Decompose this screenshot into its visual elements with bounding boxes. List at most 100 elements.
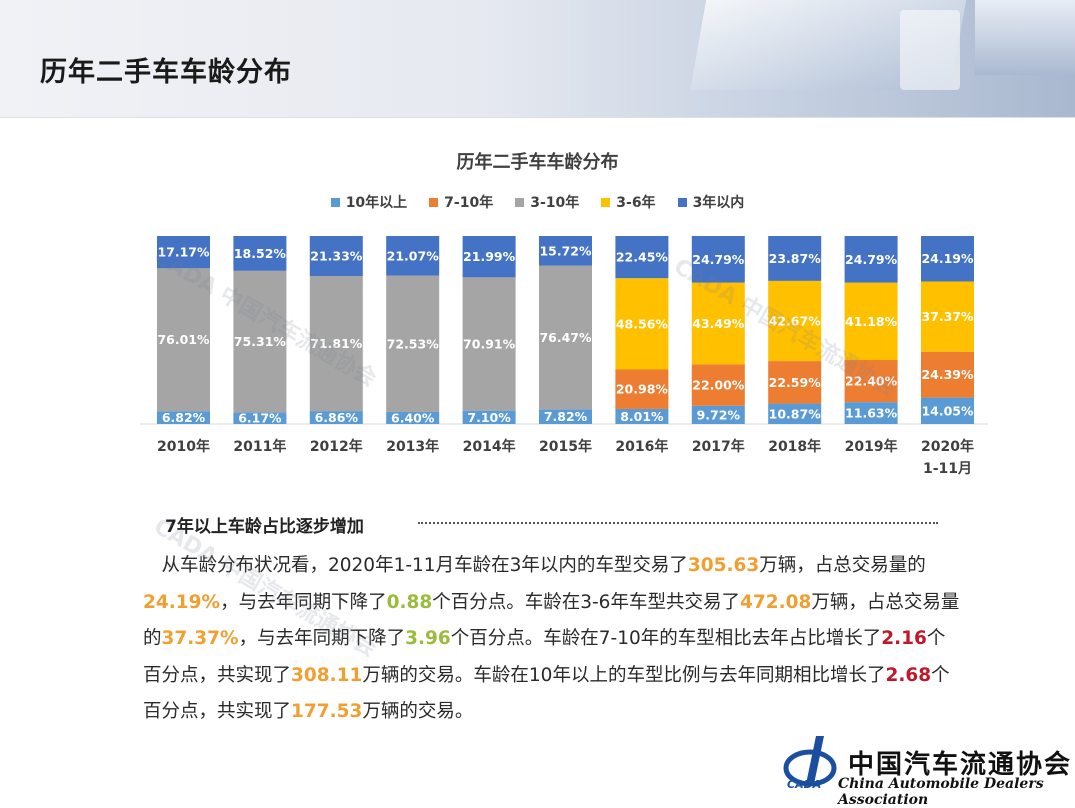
data-label: 6.82% [162,410,206,425]
data-label: 75.31% [234,334,287,349]
bar-segment [691,405,745,424]
bar-segment [309,276,363,412]
data-label: 43.49% [692,316,745,331]
paragraph-text: 个百分点，共实现了 [143,664,950,723]
bar-segment [157,236,210,269]
bar-segment [615,278,669,370]
paragraph-text: 万辆，占总交易量的 [759,555,926,576]
section-heading: 7年以上车龄占比逐步增加 [165,517,364,537]
bar-segment [386,411,440,424]
bar-segment [539,236,592,266]
page-title: 历年二手车车龄分布 [40,57,292,88]
bar-segment [157,268,210,412]
data-label: 10.87% [769,406,822,421]
bar-segment [462,410,516,424]
bar-segment [233,412,287,424]
bar-segment [921,397,974,424]
bar-segment [386,275,440,412]
data-label: 6.40% [391,410,435,425]
highlight-value: 177.53 [291,701,363,722]
logo-name-cn: 中国汽车流通协会 [848,750,1073,780]
data-label: 21.33% [310,249,363,264]
logo-abbreviation: CADA [787,778,822,791]
legend-label: 3-10年 [530,195,580,211]
x-tick-label: 1-11月 [923,461,972,477]
data-label: 22.00% [692,378,745,393]
paragraph-text: 万辆，占总交易量的 [143,591,960,650]
data-label: 24.79% [692,252,745,267]
cada-emblem-icon [783,736,837,787]
x-tick-label: 2018年 [768,438,821,455]
x-tick-label: 2020年 [921,438,974,455]
legend-swatch [677,197,687,207]
bar-segment [768,361,822,404]
bar-segment [768,280,822,362]
highlight-value: 0.88 [386,591,433,613]
data-label: 48.56% [616,316,669,331]
data-label: 22.45% [616,250,669,265]
paragraph-text: 个百分点。车龄在3-6年车型共交易了 [432,591,740,613]
highlight-value: 3.96 [405,628,451,649]
data-label: 20.98% [616,382,669,397]
legend-item: 10年以上 [330,192,407,212]
data-label: 23.87% [769,251,822,266]
data-label: 37.37% [921,309,974,324]
bar-segment [844,360,898,403]
data-label: 24.39% [921,367,974,382]
data-label: 72.53% [387,336,440,351]
chart-title: 历年二手车车龄分布 [456,152,619,173]
dotted-divider [418,522,938,524]
bar-segment [386,236,440,276]
legend-label: 7-10年 [444,195,494,211]
data-label: 21.99% [463,249,516,264]
data-label: 14.05% [921,403,974,418]
banner-decoration [975,0,1075,75]
highlight-value: 2.68 [885,664,932,686]
bar-segment [615,369,669,409]
x-tick-label: 2017年 [692,438,745,455]
legend-item: 3-6年 [601,192,656,212]
bar-segment [691,364,745,406]
x-tick-label: 2014年 [463,438,516,455]
paragraph-text: 个百分点。车龄在7-10年的车型相比去年占比增长了 [450,628,882,649]
bar-segment [921,236,974,282]
highlight-value: 24.19% [143,591,221,613]
bar-segment [844,402,898,424]
legend-label: 3年以内 [692,195,745,211]
paragraph-text: 万辆的交易。车龄在10年以上的车型比例与去年同期相比增长了 [362,664,886,686]
bar-segment [844,282,898,361]
data-label: 22.59% [769,375,822,390]
highlight-value: 2.16 [881,628,927,649]
x-tick-label: 2015年 [539,438,592,455]
banner-decoration [900,10,960,90]
paragraph-text: 万辆的交易。 [362,701,474,722]
highlight-value: 472.08 [739,591,812,613]
legend-item: 7-10年 [429,192,493,212]
bar-segment [539,265,592,410]
data-label: 17.17% [157,245,210,260]
data-label: 8.01% [620,409,664,424]
data-label: 11.63% [845,406,898,421]
logo-name-en: China Automobile Dealers Association [838,776,1044,808]
x-tick-label: 2013年 [386,438,439,455]
data-label: 70.91% [463,336,516,351]
legend-item: 3-10年 [515,192,579,212]
bar-segment [844,236,898,283]
bar-segment [233,270,287,413]
bar-segment [921,351,974,398]
data-label: 71.81% [310,336,363,351]
bar-segment [615,236,669,279]
x-tick-label: 2010年 [157,438,210,455]
data-label: 76.47% [539,330,592,345]
legend-label: 3-6年 [616,195,656,211]
bar-segment [691,282,745,365]
legend-swatch [601,197,611,207]
data-label: 21.07% [387,248,440,263]
bar-segment [768,403,822,424]
highlight-value: 305.63 [687,555,760,576]
x-tick-label: 2019年 [845,438,898,455]
data-label: 22.40% [845,374,898,389]
bar-segment [921,281,974,352]
data-label: 6.86% [315,410,359,425]
bar-segment [768,236,822,281]
